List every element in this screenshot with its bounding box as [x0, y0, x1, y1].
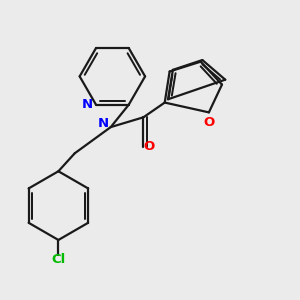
- Text: N: N: [81, 98, 92, 111]
- Text: O: O: [144, 140, 155, 153]
- Text: O: O: [203, 116, 214, 129]
- Text: Cl: Cl: [51, 253, 65, 266]
- Text: N: N: [98, 117, 109, 130]
